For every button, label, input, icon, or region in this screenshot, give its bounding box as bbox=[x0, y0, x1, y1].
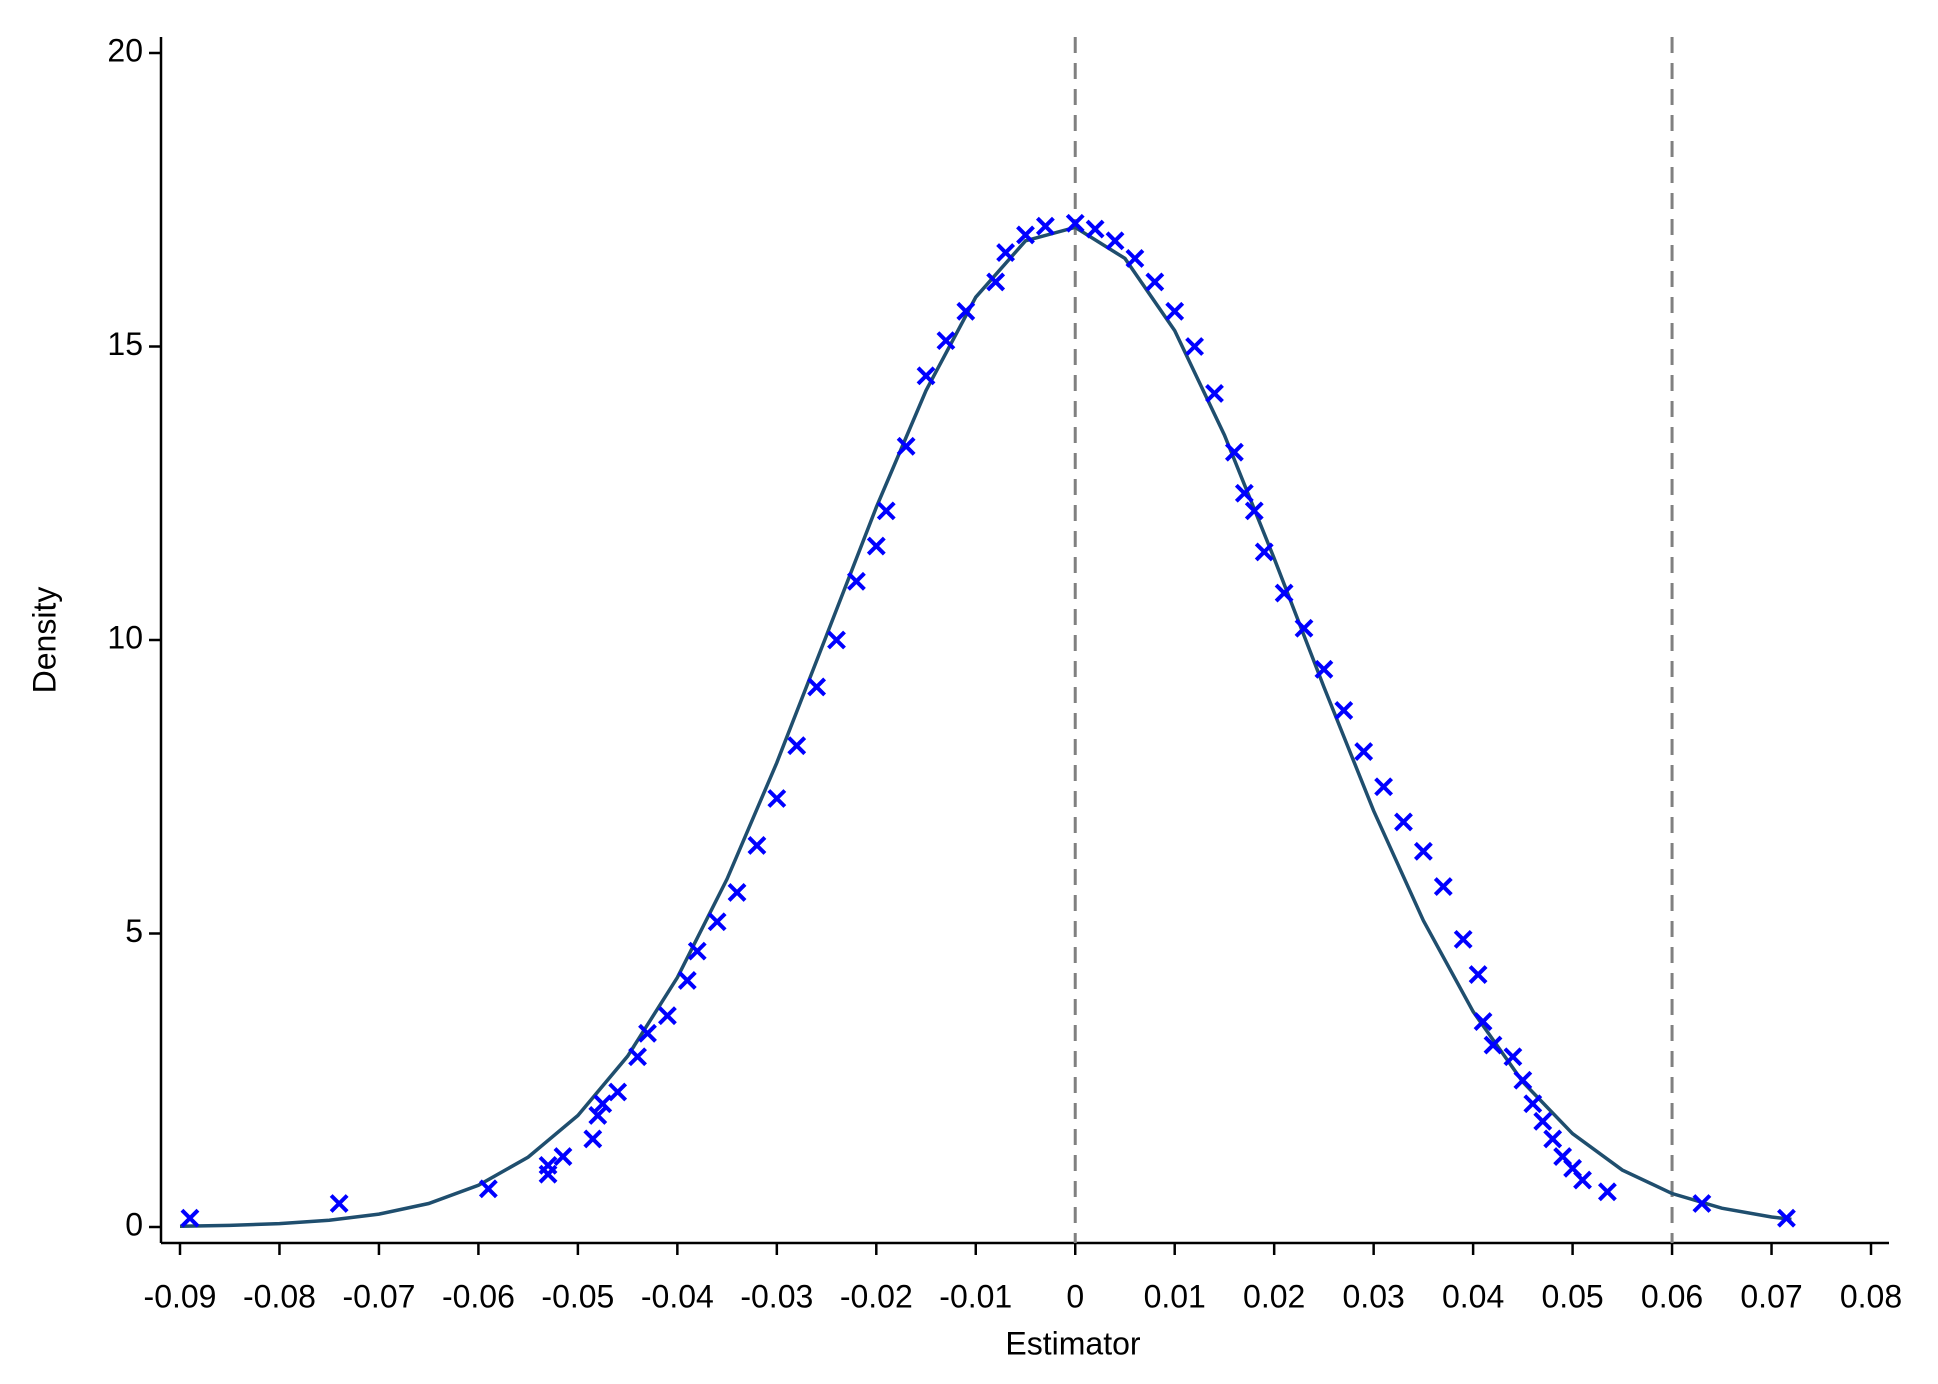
point bbox=[1224, 442, 1244, 462]
point bbox=[1185, 337, 1205, 356]
x-tick-label: 0.07 bbox=[1740, 1278, 1802, 1314]
y-tick-label: 20 bbox=[107, 32, 143, 68]
point bbox=[1085, 219, 1105, 239]
point bbox=[936, 331, 956, 351]
point bbox=[996, 243, 1016, 262]
point bbox=[1374, 777, 1394, 797]
x-tick-label: -0.01 bbox=[939, 1278, 1012, 1314]
point bbox=[1105, 231, 1125, 251]
point bbox=[687, 941, 707, 961]
y-axis-title: Density bbox=[26, 587, 62, 694]
x-tick-label: 0 bbox=[1066, 1278, 1084, 1314]
point bbox=[916, 366, 936, 386]
y-tick-label: 10 bbox=[107, 619, 143, 655]
y-tick-label: 5 bbox=[125, 913, 143, 949]
point bbox=[866, 536, 886, 556]
point bbox=[1453, 929, 1473, 949]
point bbox=[1016, 225, 1035, 245]
point bbox=[1513, 1070, 1533, 1090]
x-tick-label: -0.05 bbox=[541, 1278, 614, 1314]
y-tick-label: 15 bbox=[107, 326, 143, 362]
point bbox=[1777, 1208, 1796, 1228]
point bbox=[1334, 701, 1354, 720]
point bbox=[1473, 1012, 1493, 1031]
x-axis-title: Estimator bbox=[1005, 1325, 1140, 1361]
point bbox=[553, 1147, 573, 1166]
point bbox=[657, 1006, 677, 1026]
x-tick-label: -0.08 bbox=[243, 1278, 316, 1314]
point bbox=[588, 1106, 608, 1125]
point bbox=[787, 736, 807, 756]
point bbox=[876, 501, 896, 521]
point bbox=[628, 1047, 647, 1067]
y-tick-label: 0 bbox=[125, 1206, 143, 1242]
point bbox=[807, 677, 827, 697]
x-tick-label: 0.01 bbox=[1144, 1278, 1206, 1314]
point bbox=[1035, 216, 1055, 236]
density-curve bbox=[179, 225, 1792, 1229]
point bbox=[583, 1129, 603, 1149]
point bbox=[180, 1208, 200, 1228]
x-tick-label: -0.02 bbox=[840, 1278, 913, 1314]
x-tick-label: 0.03 bbox=[1343, 1278, 1405, 1314]
x-tick-label: 0.02 bbox=[1243, 1278, 1305, 1314]
x-tick-label: -0.04 bbox=[641, 1278, 714, 1314]
point bbox=[846, 571, 866, 591]
point bbox=[1503, 1047, 1523, 1067]
x-tick-label: 0.04 bbox=[1442, 1278, 1504, 1314]
point bbox=[478, 1179, 498, 1199]
point bbox=[677, 971, 697, 990]
point bbox=[608, 1082, 628, 1102]
x-tick-label: -0.09 bbox=[144, 1278, 217, 1314]
point bbox=[1523, 1094, 1543, 1114]
point bbox=[329, 1194, 349, 1213]
point bbox=[1165, 301, 1185, 321]
point bbox=[1145, 272, 1165, 292]
point bbox=[1254, 542, 1274, 562]
point bbox=[1065, 213, 1085, 233]
point bbox=[1413, 841, 1433, 861]
point bbox=[1692, 1194, 1712, 1213]
point bbox=[1483, 1035, 1503, 1055]
point bbox=[1234, 483, 1254, 503]
point bbox=[986, 272, 1006, 292]
x-tick-label: 0.08 bbox=[1840, 1278, 1902, 1314]
point bbox=[1294, 618, 1314, 638]
point bbox=[956, 301, 976, 321]
point bbox=[767, 789, 787, 808]
point bbox=[896, 436, 916, 456]
point bbox=[1125, 249, 1145, 268]
point bbox=[538, 1155, 558, 1175]
point bbox=[1205, 384, 1224, 403]
x-tick-label: 0.06 bbox=[1641, 1278, 1703, 1314]
point bbox=[827, 630, 846, 650]
x-tick-label: -0.06 bbox=[442, 1278, 515, 1314]
x-tick-label: -0.07 bbox=[342, 1278, 415, 1314]
point bbox=[1543, 1129, 1563, 1149]
point bbox=[1394, 812, 1413, 832]
x-tick-label: 0.05 bbox=[1541, 1278, 1603, 1314]
point bbox=[747, 836, 767, 855]
point bbox=[638, 1023, 657, 1043]
point bbox=[1468, 965, 1488, 985]
x-tick-label: -0.03 bbox=[740, 1278, 813, 1314]
point bbox=[727, 882, 747, 902]
point bbox=[1433, 877, 1453, 896]
point bbox=[1573, 1170, 1592, 1190]
point bbox=[1244, 501, 1264, 521]
point bbox=[707, 912, 727, 932]
point bbox=[593, 1094, 613, 1114]
point bbox=[1533, 1111, 1553, 1131]
point bbox=[1597, 1182, 1617, 1202]
point bbox=[1314, 659, 1334, 679]
point bbox=[1354, 742, 1374, 761]
point bbox=[1274, 583, 1294, 603]
